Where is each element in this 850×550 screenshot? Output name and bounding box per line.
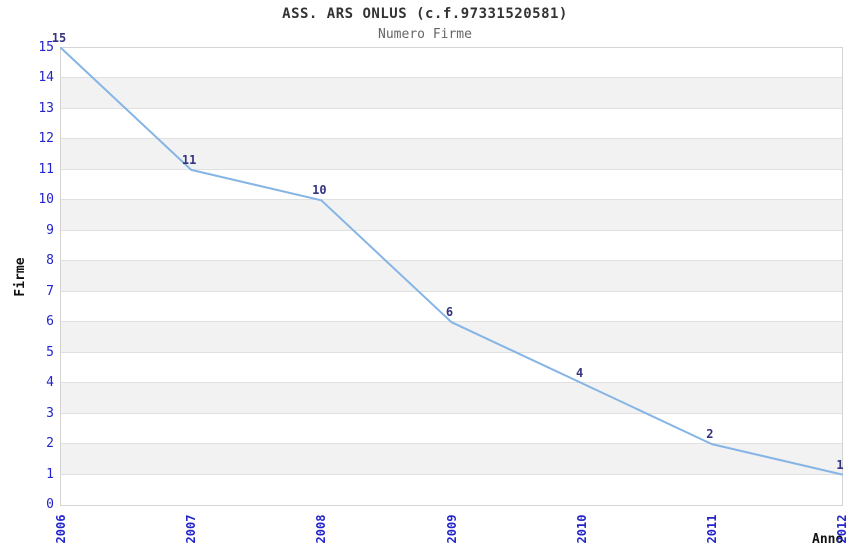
y-tick-label: 1 (46, 466, 54, 482)
x-tick-label: 2011 (704, 514, 719, 544)
y-tick-label: 12 (38, 131, 54, 147)
y-tick-label: 10 (38, 192, 54, 208)
x-tick-label: 2007 (184, 514, 199, 544)
y-tick-label: 14 (38, 70, 54, 86)
x-axis-title: Anno (812, 532, 844, 547)
plot-band (61, 444, 842, 475)
y-tick-label: 13 (38, 100, 54, 116)
y-tick-label: 9 (46, 222, 54, 238)
y-tick-label: 0 (46, 497, 54, 512)
y-tick-label: 2 (46, 436, 54, 452)
plot-band (61, 291, 842, 323)
data-point-label: 2 (706, 427, 714, 442)
plot-band (61, 139, 842, 170)
chart-subtitle: Numero Firme (378, 27, 472, 42)
y-tick-label: 5 (46, 344, 54, 360)
y-tick-label: 11 (38, 161, 54, 177)
plot-band (61, 383, 842, 414)
data-point-label: 10 (312, 183, 327, 198)
plot-band (61, 169, 842, 201)
y-tick-label: 8 (46, 253, 54, 269)
x-tick-label: 2008 (314, 514, 329, 544)
x-tick-label: 2006 (54, 514, 68, 544)
data-point-label: 15 (51, 31, 67, 45)
data-line-svg (60, 47, 843, 476)
y-tick-label: 3 (46, 405, 54, 421)
plot-band (61, 322, 842, 353)
x-tick-label: 2009 (444, 514, 459, 544)
x-tick-label: 2010 (574, 514, 589, 544)
x-tick-label: 2012 (835, 514, 849, 544)
plot-band (61, 230, 842, 262)
data-point-label: 6 (445, 305, 454, 320)
data-point-label: 4 (576, 366, 584, 381)
plot-band (61, 352, 842, 384)
plot-band (61, 413, 842, 445)
plot-band (61, 261, 842, 292)
chart-title: ASS. ARS ONLUS (c.f.97331520581) (282, 6, 568, 22)
data-line (60, 47, 843, 476)
plot-area (60, 47, 843, 506)
data-point-label: 11 (181, 152, 197, 167)
y-tick-label: 15 (38, 40, 54, 55)
plot-band (61, 78, 842, 109)
y-tick-label: 6 (46, 314, 54, 330)
plot-band (61, 108, 842, 140)
plot-band (61, 200, 842, 231)
data-point-label: 1 (836, 457, 844, 472)
y-tick-label: 7 (46, 283, 54, 299)
y-tick-label: 4 (46, 375, 54, 391)
plot-band (61, 48, 842, 79)
plot-band (61, 474, 842, 505)
